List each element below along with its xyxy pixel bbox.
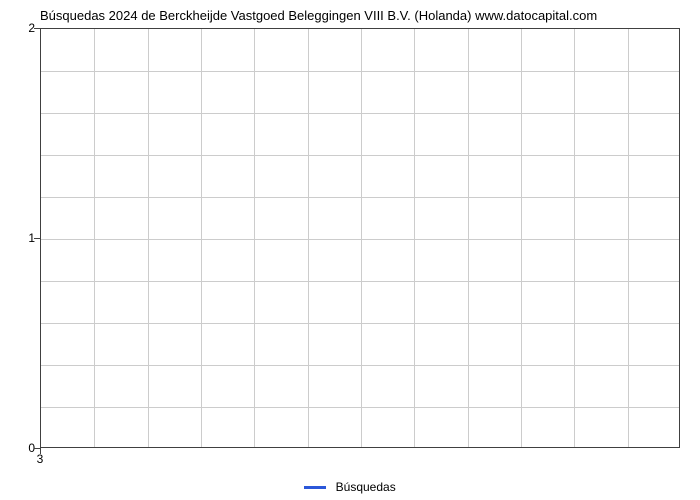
grid-vertical — [308, 29, 309, 447]
grid-horizontal — [41, 71, 679, 72]
y-tick-label: 0 — [5, 441, 35, 455]
grid-horizontal — [41, 239, 679, 240]
grid-vertical — [521, 29, 522, 447]
grid-vertical — [254, 29, 255, 447]
grid-vertical — [414, 29, 415, 447]
grid-vertical — [361, 29, 362, 447]
grid-horizontal — [41, 197, 679, 198]
y-tick-label: 1 — [5, 231, 35, 245]
x-tick-label: 3 — [37, 452, 44, 466]
x-tick-mark — [40, 448, 41, 454]
legend-label: Búsquedas — [336, 480, 396, 494]
legend-swatch — [304, 486, 326, 489]
grid-vertical — [94, 29, 95, 447]
grid-horizontal — [41, 155, 679, 156]
y-tick-label: 2 — [5, 21, 35, 35]
grid-horizontal — [41, 407, 679, 408]
chart-title: Búsquedas 2024 de Berckheijde Vastgoed B… — [40, 8, 690, 23]
grid-vertical — [574, 29, 575, 447]
y-tick-mark — [34, 28, 40, 29]
chart-container: Búsquedas 2024 de Berckheijde Vastgoed B… — [0, 0, 700, 500]
plot-area — [40, 28, 680, 448]
grid-horizontal — [41, 281, 679, 282]
legend: Búsquedas — [0, 479, 700, 494]
grid-vertical — [468, 29, 469, 447]
grid-vertical — [148, 29, 149, 447]
grid-vertical — [628, 29, 629, 447]
grid-vertical — [201, 29, 202, 447]
grid-horizontal — [41, 365, 679, 366]
grid-horizontal — [41, 113, 679, 114]
y-tick-mark — [34, 238, 40, 239]
grid-horizontal — [41, 323, 679, 324]
